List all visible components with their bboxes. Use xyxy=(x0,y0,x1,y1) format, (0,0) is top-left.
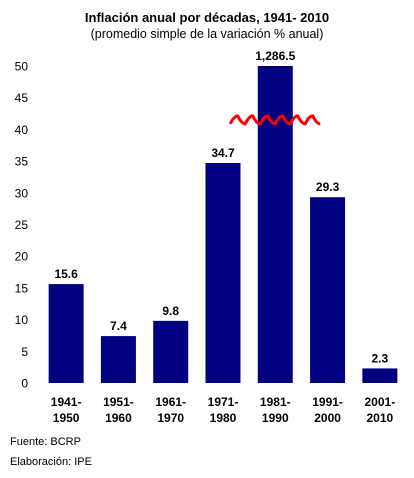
x-tick-label: 2001- xyxy=(365,395,396,409)
bar xyxy=(310,197,346,383)
data-label: 2.3 xyxy=(372,351,389,365)
bar xyxy=(48,284,84,383)
x-tick-label: 1980 xyxy=(210,411,237,425)
x-tick-label: 1981- xyxy=(260,395,291,409)
x-tick-label: 1970 xyxy=(157,411,184,425)
y-tick-label: 15 xyxy=(15,281,29,295)
credit-note: Elaboración: IPE xyxy=(10,456,92,468)
y-tick-label: 0 xyxy=(21,377,28,391)
x-tick-label: 2000 xyxy=(314,411,341,425)
x-tick-label: 1960 xyxy=(105,411,132,425)
data-label: 29.3 xyxy=(316,180,340,194)
x-tick-label: 1950 xyxy=(53,411,80,425)
x-tick-label: 1951- xyxy=(103,395,134,409)
y-tick-label: 45 xyxy=(15,91,29,105)
bar xyxy=(205,163,241,383)
y-tick-label: 40 xyxy=(15,123,29,137)
data-label: 34.7 xyxy=(211,146,235,160)
x-tick-label: 1971- xyxy=(208,395,239,409)
bar xyxy=(362,368,398,383)
y-tick-label: 5 xyxy=(21,345,28,359)
chart-subtitle: (promedio simple de la variación % anual… xyxy=(90,27,324,41)
x-tick-label: 1991- xyxy=(312,395,343,409)
data-label: 7.4 xyxy=(110,319,127,333)
data-label: 15.6 xyxy=(54,267,78,281)
x-tick-label: 2010 xyxy=(367,411,394,425)
y-tick-label: 20 xyxy=(15,250,29,264)
x-tick-label: 1941- xyxy=(51,395,82,409)
y-tick-label: 25 xyxy=(15,218,29,232)
chart-title: Inflación anual por décadas, 1941- 2010 xyxy=(84,10,330,25)
y-tick-label: 10 xyxy=(15,313,29,327)
data-label: 9.8 xyxy=(162,304,179,318)
y-tick-label: 50 xyxy=(15,60,29,74)
data-label: 1,286.5 xyxy=(255,49,295,63)
bar xyxy=(100,336,136,383)
bar xyxy=(257,66,293,383)
bar xyxy=(153,320,189,383)
y-tick-label: 35 xyxy=(15,155,29,169)
x-tick-label: 1990 xyxy=(262,411,289,425)
bar-chart: 0 5 10 15 20 25 30 35 40 45 50 15.6 1941- 1950 7.4 1951… xyxy=(15,49,398,425)
x-tick-label: 1961- xyxy=(155,395,186,409)
source-note: Fuente: BCRP xyxy=(10,436,81,448)
y-tick-label: 30 xyxy=(15,186,29,200)
axis-break-mark xyxy=(228,114,321,126)
